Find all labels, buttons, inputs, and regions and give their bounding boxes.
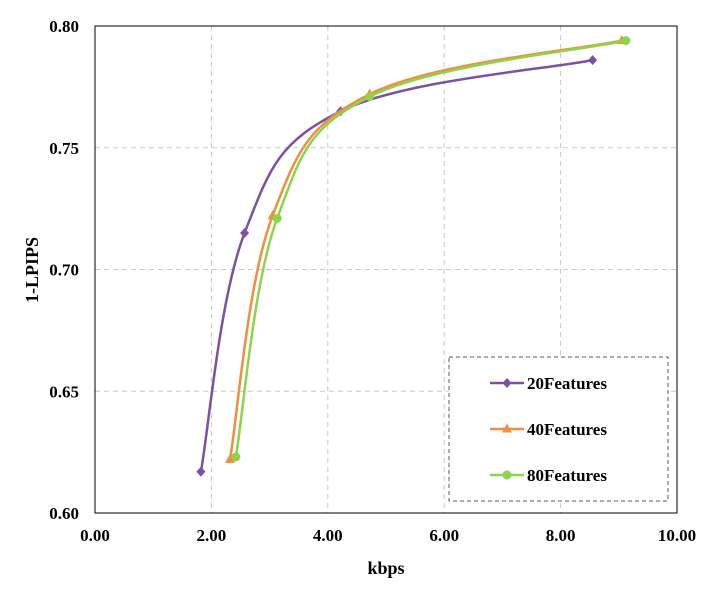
series-line — [199, 58, 593, 472]
x-tick-label: 6.00 — [429, 526, 459, 545]
data-point — [272, 213, 282, 223]
legend-label: 80Features — [527, 466, 607, 485]
data-point — [365, 92, 375, 102]
x-axis-ticks: 0.00 2.00 4.00 6.00 8.00 10.00 — [80, 526, 696, 545]
x-axis-title: kbps — [367, 558, 404, 578]
data-point — [621, 36, 631, 46]
legend-item: 80Features — [490, 466, 607, 485]
legend-marker — [502, 470, 512, 480]
y-axis-ticks: 0.60 0.65 0.70 0.75 0.80 — [49, 17, 79, 523]
data-point — [225, 453, 236, 463]
data-point — [196, 466, 206, 477]
legend-box — [448, 356, 669, 502]
legend-label: 40Features — [527, 420, 607, 439]
series-80Features — [231, 36, 631, 462]
y-tick-label: 0.70 — [49, 261, 79, 280]
legend-marker — [502, 423, 512, 433]
legend-item: 20Features — [490, 374, 607, 393]
x-tick-label: 10.00 — [658, 526, 696, 545]
y-tick-label: 0.80 — [49, 17, 79, 36]
data-point — [231, 452, 241, 462]
x-tick-label: 0.00 — [80, 526, 110, 545]
x-tick-label: 2.00 — [197, 526, 227, 545]
legend-item: 40Features — [490, 420, 607, 439]
series-line — [228, 39, 622, 460]
legend-marker — [502, 378, 512, 388]
y-tick-label: 0.65 — [49, 382, 79, 401]
data-point — [240, 227, 250, 238]
y-tick-label: 0.75 — [49, 139, 79, 158]
legend: 20Features 40Features 80Features — [448, 356, 669, 502]
series-20Features — [196, 55, 598, 477]
series-group — [196, 35, 631, 477]
data-point — [588, 55, 598, 66]
y-tick-label: 0.60 — [49, 504, 79, 523]
y-axis-title: 1-LPIPS — [22, 237, 42, 303]
plot-area-border — [94, 25, 678, 514]
legend-label: 20Features — [527, 374, 607, 393]
x-tick-label: 4.00 — [313, 526, 343, 545]
series-line — [234, 39, 627, 458]
x-tick-label: 8.00 — [546, 526, 576, 545]
